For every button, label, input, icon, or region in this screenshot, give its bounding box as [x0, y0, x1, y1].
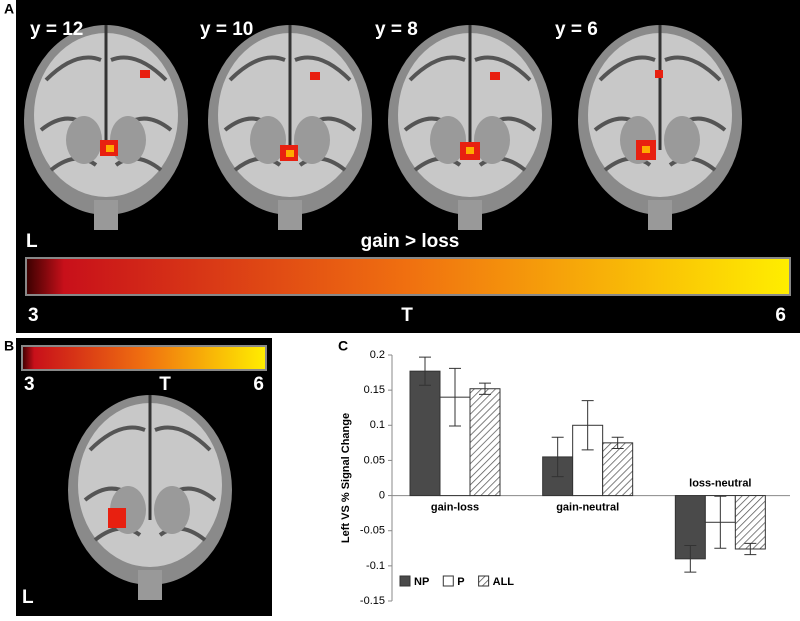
- error-bar: [479, 382, 491, 395]
- side-label: L: [22, 587, 34, 608]
- y-tick-label: 0.15: [364, 384, 385, 396]
- colorbar-max: 6: [253, 374, 264, 395]
- error-bar: [744, 542, 757, 556]
- legend-label: P: [457, 576, 464, 588]
- error-bar: [449, 367, 461, 427]
- bar: [469, 388, 501, 497]
- colorbar-min: 3: [24, 374, 35, 395]
- colorbar-min: 3: [28, 305, 39, 326]
- legend-swatch: [478, 575, 490, 587]
- panel-label: C: [338, 338, 348, 354]
- y-axis-title: Left VS % Signal Change: [340, 413, 352, 543]
- error-bar: [551, 436, 564, 478]
- colorbar: [25, 257, 791, 296]
- legend-swatch: [442, 575, 454, 587]
- y-tick-label: 0.05: [364, 454, 385, 466]
- bar: [409, 370, 441, 497]
- activation: [108, 508, 126, 528]
- colorbar-label: T: [401, 305, 413, 326]
- slice-label: y = 8: [375, 19, 418, 40]
- legend-swatch: [399, 575, 411, 587]
- contrast-label: gain > loss: [361, 231, 460, 252]
- y-tick-label: 0.2: [370, 349, 385, 361]
- colorbar: [21, 345, 267, 371]
- slice-label: y = 10: [200, 19, 253, 40]
- error-bar: [611, 436, 624, 449]
- x-tick-label: loss-neutral: [689, 477, 751, 489]
- error-bar: [419, 356, 431, 386]
- panel-label: B: [4, 338, 14, 354]
- error-bar: [581, 400, 594, 451]
- y-tick-label: -0.05: [360, 525, 385, 537]
- slice-label: y = 6: [555, 19, 598, 40]
- x-tick-label: gain-loss: [431, 501, 479, 513]
- side-label: L: [26, 231, 38, 252]
- y-tick-label: -0.15: [360, 595, 385, 607]
- x-tick-label: gain-neutral: [556, 501, 619, 513]
- bar: [734, 495, 766, 550]
- legend-label: ALL: [493, 576, 515, 588]
- error-bar: [714, 495, 727, 549]
- legend-label: NP: [414, 576, 429, 588]
- slice-label: y = 12: [30, 19, 83, 40]
- colorbar-max: 6: [775, 305, 786, 326]
- y-tick-label: 0.1: [370, 419, 385, 431]
- panel-label: A: [4, 1, 14, 17]
- error-bar: [684, 544, 697, 573]
- y-tick-label: -0.1: [366, 560, 385, 572]
- bar: [602, 442, 634, 497]
- brain-slices: [22, 23, 744, 232]
- y-tick-label: 0: [379, 489, 385, 501]
- colorbar-label: T: [159, 374, 171, 395]
